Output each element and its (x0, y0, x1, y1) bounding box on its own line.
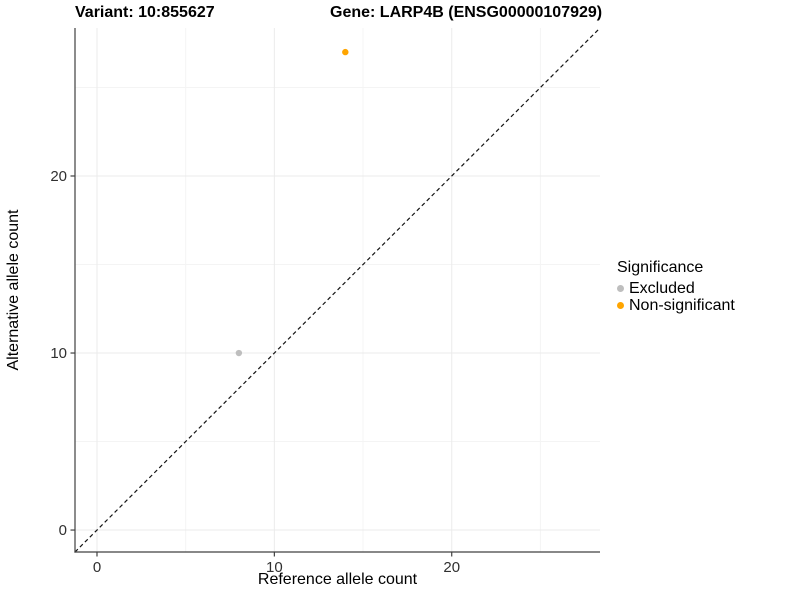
y-tick-label: 10 (50, 345, 67, 362)
legend-dot-excluded-icon (617, 285, 624, 292)
y-axis-label: Alternative allele count (5, 209, 22, 371)
x-tick-label: 10 (266, 559, 283, 576)
legend-item-non-significant: Non-significant (617, 297, 735, 314)
legend-title: Significance (617, 259, 704, 276)
y-tick-label: 0 (59, 522, 67, 539)
gene-title: Gene: LARP4B (ENSG00000107929) (330, 4, 603, 21)
identity-line (74, 27, 601, 553)
data-point-excluded (235, 349, 243, 357)
data-point-non-significant (342, 48, 349, 56)
variant-title: Variant: 10:855627 (75, 4, 215, 21)
x-tick-label: 20 (443, 559, 460, 576)
y-tick-label: 20 (50, 168, 67, 185)
legend-item-excluded: Excluded (617, 280, 735, 297)
legend: Significance Excluded Non-significant (617, 259, 735, 314)
x-axis-label: Reference allele count (257, 571, 418, 588)
legend-item-label: Excluded (629, 279, 695, 297)
legend-dot-non-significant-icon (617, 302, 624, 309)
legend-item-label: Non-significant (629, 296, 735, 314)
x-tick-label: 0 (93, 559, 101, 576)
